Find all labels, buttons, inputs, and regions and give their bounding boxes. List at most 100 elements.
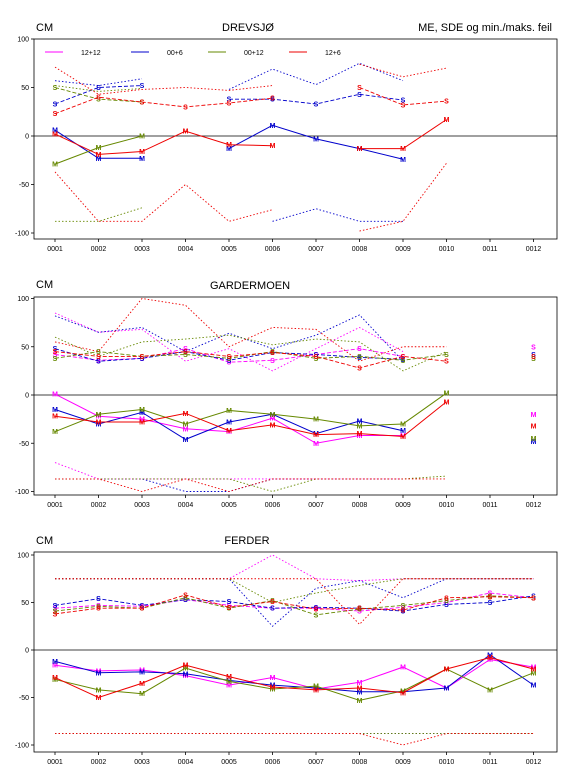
x-tick-label: 0002	[91, 246, 107, 253]
point-sde-12-6: S	[531, 595, 536, 602]
series-line-me-12-6	[54, 130, 273, 155]
panel-gardermoen: GARDERMOEN -100 -50 0 50 100 0001 0002 0003 0004 0…	[15, 280, 558, 509]
point-me-00-12: M	[226, 679, 232, 686]
series-line-min-00-6	[272, 208, 403, 222]
point-me-12-6: M	[52, 675, 58, 682]
point-me-00-12: M	[313, 684, 319, 691]
y-tick-label: 100	[17, 37, 29, 44]
point-sde-12-6: S	[53, 611, 58, 618]
point-sde-12-6: S	[227, 101, 232, 108]
point-sde-00-6: S	[53, 603, 58, 610]
series-line-max-12-6	[54, 298, 447, 362]
x-tick-label: 0006	[265, 246, 281, 253]
point-me-00-6: M	[183, 437, 189, 444]
point-me-00-12: M	[400, 421, 406, 428]
unit-label-drevsjo: CM	[36, 22, 53, 34]
point-sde-00-6: S	[401, 98, 406, 105]
point-me-12-6: M	[139, 420, 145, 427]
point-me-12-6: M	[226, 428, 232, 435]
series-line-max-00-6	[54, 78, 143, 87]
point-me-00-6: M	[226, 146, 232, 153]
series-line-min-00-6	[55, 478, 403, 492]
point-me-12-6: M	[139, 149, 145, 156]
point-me-00-12: M	[52, 677, 58, 684]
point-sde-00-12: S	[314, 356, 319, 363]
point-sde-12-6: S	[53, 111, 58, 118]
point-sde-12-12: S	[140, 604, 145, 611]
point-sde-12-12: S	[314, 352, 319, 359]
point-me-12-6: M	[357, 431, 363, 438]
point-sde-00-6: S	[53, 346, 58, 353]
point-me-12-6: M	[52, 414, 58, 421]
point-me-00-6: M	[96, 670, 102, 677]
series-line-min-00-12	[55, 475, 447, 492]
point-sde-00-12: S	[140, 354, 145, 361]
point-sde-00-12: S	[444, 598, 449, 605]
point-me-12-6: M	[270, 143, 276, 150]
point-sde-12-6: S	[488, 594, 493, 601]
point-sde-00-12: S	[53, 356, 58, 363]
point-me-00-6: M	[139, 410, 145, 417]
point-sde-12-12: S	[357, 609, 362, 616]
y-tick-label: 0	[25, 648, 29, 655]
point-sde-00-12: S	[140, 100, 145, 107]
point-me-00-12: M	[139, 407, 145, 414]
point-sde-12-6: S	[183, 592, 188, 599]
point-sde-12-6: S	[270, 599, 275, 606]
point-sde-00-6: S	[140, 356, 145, 363]
point-sde-00-12: S	[96, 349, 101, 356]
point-me-12-6: M	[96, 152, 102, 159]
point-me-00-12: M	[52, 429, 58, 436]
point-me-00-6: M	[270, 412, 276, 419]
point-sde-12-12: S	[227, 360, 232, 367]
series-line-max-12-12	[55, 554, 534, 582]
point-me-12-6: M	[487, 655, 493, 662]
point-me-12-12: M	[183, 673, 189, 680]
y-tick-label: 50	[21, 85, 29, 92]
y-tick-label: -50	[19, 695, 29, 702]
point-sde-00-6: S	[357, 355, 362, 362]
point-sde-12-6: S	[314, 354, 319, 361]
point-sde-00-6: S	[357, 92, 362, 99]
point-sde-12-6: S	[96, 354, 101, 361]
point-sde-12-12: S	[227, 603, 232, 610]
series-line-me-00-6	[54, 409, 404, 440]
point-sde-12-6: S	[444, 359, 449, 366]
legend-label-12-12: 12+12	[81, 50, 101, 57]
series-line-max-00-6	[55, 578, 534, 627]
x-tick-label: 0008	[352, 759, 368, 766]
point-me-00-6: M	[52, 128, 58, 135]
point-sde-00-6: S	[53, 101, 58, 108]
point-sde-00-12: S	[357, 354, 362, 361]
point-sde-00-12: S	[314, 612, 319, 619]
point-sde-12-12: S	[531, 344, 536, 351]
point-me-00-12: M	[183, 421, 189, 428]
point-me-12-6: M	[270, 685, 276, 692]
point-sde-12-12: S	[270, 606, 275, 613]
point-me-00-6: M	[313, 136, 319, 143]
x-tick-label: 0003	[134, 246, 150, 253]
panel-ferder: FERDER -100 -50 0 50 100 0001 0002 0003 0004 0005 0…	[15, 535, 558, 766]
point-me-00-12: M	[270, 412, 276, 419]
point-me-12-12: M	[270, 416, 276, 423]
x-tick-label: 0001	[47, 502, 63, 509]
point-me-12-12: M	[139, 417, 145, 424]
point-me-00-6: M	[270, 683, 276, 690]
point-me-12-6: M	[400, 690, 406, 697]
point-me-00-6: M	[531, 683, 537, 690]
series-line-min-00-12	[55, 207, 143, 222]
x-tick-label: 0009	[395, 759, 411, 766]
series-line-max-00-12	[54, 85, 143, 92]
point-sde-00-6: S	[488, 600, 493, 607]
point-me-12-12: M	[52, 663, 58, 670]
x-tick-label: 0006	[265, 759, 281, 766]
point-sde-00-12: S	[96, 97, 101, 104]
point-me-00-6: M	[183, 671, 189, 678]
point-sde-00-12: S	[444, 352, 449, 359]
point-sde-00-6: S	[227, 358, 232, 365]
series-line-me-12-12	[54, 393, 403, 444]
point-sde-12-6: S	[401, 608, 406, 615]
point-sde-00-12: S	[401, 603, 406, 610]
